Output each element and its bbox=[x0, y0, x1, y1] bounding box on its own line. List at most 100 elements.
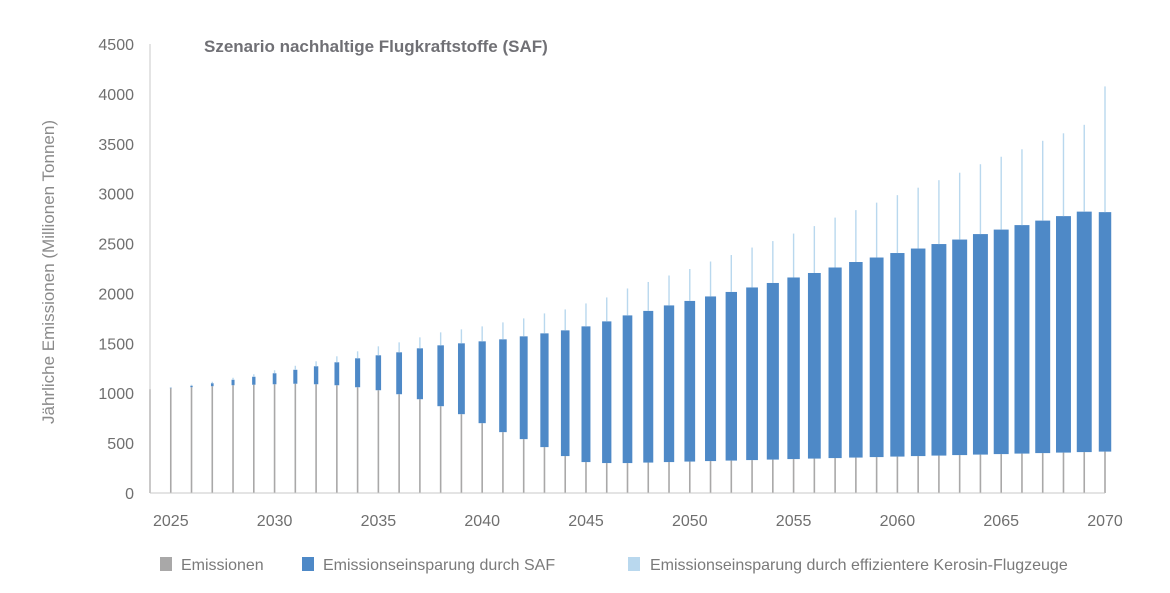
efficiency-bar bbox=[543, 313, 546, 334]
legend-swatch-emissions bbox=[160, 557, 172, 571]
emissions-bar bbox=[647, 462, 650, 493]
emissions-bar bbox=[792, 459, 795, 493]
x-tick-label: 2070 bbox=[1087, 513, 1123, 530]
emissions-bar bbox=[294, 383, 297, 493]
efficiency-bar bbox=[958, 172, 961, 240]
efficiency-bar bbox=[1104, 86, 1106, 213]
saf-bar bbox=[499, 339, 507, 433]
saf-bar bbox=[746, 287, 758, 461]
efficiency-bar bbox=[273, 370, 276, 374]
efficiency-bar bbox=[336, 356, 338, 363]
saf-bar bbox=[828, 267, 842, 459]
y-tick-label: 2500 bbox=[98, 237, 134, 254]
emissions-bar bbox=[522, 439, 525, 493]
efficiency-bar bbox=[751, 247, 753, 288]
saf-bar bbox=[396, 352, 403, 395]
x-tick-label: 2055 bbox=[776, 513, 812, 530]
y-axis-ticks: 0 500 1000 1500 2000 2500 3000 3500 4000 4500 bbox=[98, 37, 134, 503]
y-tick-label: 1000 bbox=[98, 386, 134, 403]
emissions-bar bbox=[1021, 453, 1023, 493]
emissions-bar bbox=[1104, 451, 1106, 493]
emissions-bar bbox=[460, 414, 463, 493]
chart-title: Szenario nachhaltige Flugkraftstoffe (SA… bbox=[204, 37, 548, 56]
efficiency-bar bbox=[170, 387, 172, 388]
saf-bar bbox=[540, 333, 549, 448]
saf-bar bbox=[602, 321, 612, 464]
emissions-bar bbox=[585, 462, 587, 493]
emissions-bar bbox=[169, 388, 172, 493]
x-tick-label: 2045 bbox=[568, 513, 604, 530]
efficiency-bar bbox=[979, 164, 982, 235]
efficiency-bar bbox=[1021, 149, 1023, 226]
plot-area bbox=[149, 44, 1112, 494]
efficiency-bar bbox=[855, 210, 857, 263]
efficiency-bar bbox=[730, 255, 732, 292]
efficiency-bar bbox=[439, 332, 442, 346]
efficiency-bar bbox=[896, 195, 899, 254]
efficiency-bar bbox=[232, 377, 234, 380]
legend-swatch-saf bbox=[302, 557, 314, 571]
y-tick-label: 4500 bbox=[98, 37, 134, 54]
saf-bar bbox=[725, 291, 737, 461]
saf-bar bbox=[437, 345, 444, 407]
saf-bar bbox=[1014, 225, 1030, 454]
saf-bar bbox=[560, 330, 570, 457]
efficiency-bar bbox=[481, 326, 483, 342]
emissions-bar bbox=[1062, 452, 1065, 493]
emissions-bar bbox=[958, 455, 961, 493]
x-tick-label: 2050 bbox=[672, 513, 708, 530]
saf-bar bbox=[478, 341, 486, 424]
emissions-bar bbox=[273, 384, 276, 493]
emissions-bar bbox=[979, 454, 982, 493]
saf-bar bbox=[993, 229, 1009, 455]
emissions-bar bbox=[502, 432, 504, 493]
emissions-bar bbox=[1083, 452, 1086, 493]
saf-bar bbox=[190, 385, 193, 388]
x-axis-ticks: 2025 2030 2035 2040 2045 2050 2055 2060 2065 2070 bbox=[153, 513, 1123, 530]
emissions-bar bbox=[668, 462, 670, 493]
efficiency-bar bbox=[1062, 133, 1065, 217]
efficiency-bar bbox=[377, 346, 380, 356]
efficiency-bar bbox=[253, 374, 255, 377]
efficiency-bar bbox=[398, 342, 400, 353]
efficiency-bar bbox=[460, 329, 463, 344]
efficiency-bar bbox=[190, 384, 193, 386]
emissions-bar bbox=[751, 460, 753, 493]
emissions-bar bbox=[253, 384, 255, 493]
saf-bar bbox=[787, 277, 800, 460]
efficiency-bar bbox=[689, 269, 691, 301]
efficiency-bar bbox=[564, 309, 566, 331]
efficiency-bar bbox=[792, 233, 795, 278]
emissions-bar bbox=[232, 385, 234, 493]
saf-bar bbox=[272, 373, 277, 385]
saf-bar bbox=[1056, 216, 1071, 453]
efficiency-bar bbox=[1042, 140, 1044, 221]
saf-bar bbox=[581, 326, 591, 463]
x-tick-label: 2065 bbox=[983, 513, 1019, 530]
efficiency-bar bbox=[626, 288, 629, 316]
emissions-bar bbox=[481, 423, 483, 493]
saf-bar bbox=[1076, 211, 1092, 453]
saf-bar bbox=[766, 282, 779, 460]
emissions-bar bbox=[543, 447, 546, 493]
saf-bar bbox=[169, 387, 172, 389]
saf-bar bbox=[355, 358, 361, 388]
saf-bar bbox=[952, 239, 968, 456]
x-tick-label: 2035 bbox=[361, 513, 397, 530]
y-tick-label: 500 bbox=[107, 436, 134, 453]
saf-bar bbox=[849, 262, 863, 458]
y-axis-label: Jährliche Emissionen (Millionen Tonnen) bbox=[39, 120, 58, 424]
x-tick-label: 2040 bbox=[464, 513, 500, 530]
emissions-bar bbox=[772, 459, 774, 493]
saf-bar bbox=[663, 305, 675, 463]
saf-bar bbox=[252, 376, 256, 385]
saf-bar bbox=[684, 300, 696, 462]
efficiency-bar bbox=[668, 275, 670, 306]
y-tick-label: 0 bbox=[125, 486, 134, 503]
saf-bar bbox=[1035, 220, 1051, 454]
y-tick-label: 3000 bbox=[98, 187, 134, 204]
emissions-bar bbox=[315, 384, 317, 493]
y-tick-label: 4000 bbox=[98, 87, 134, 104]
saf-bar bbox=[643, 310, 654, 463]
